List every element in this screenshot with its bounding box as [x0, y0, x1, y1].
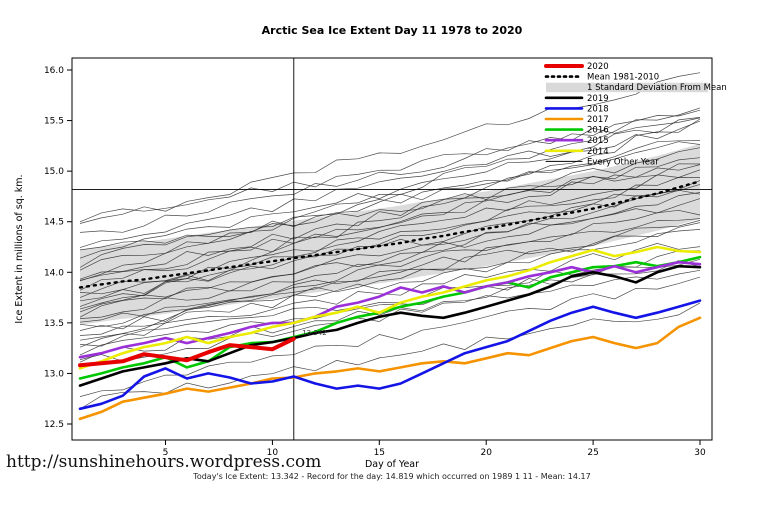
legend-swatch-band — [546, 82, 708, 93]
y-tick-label: 12.5 — [44, 420, 64, 430]
source-url[interactable]: http://sunshinehours.wordpress.com — [6, 452, 322, 472]
background-year-line — [79, 141, 701, 268]
background-year-line — [79, 180, 701, 302]
background-year-line — [79, 229, 701, 336]
background-year-line — [79, 222, 701, 331]
background-year-line — [79, 169, 701, 295]
legend — [544, 64, 708, 162]
legend-label: 1 Standard Deviation From Mean — [587, 83, 727, 93]
x-tick-label: 20 — [480, 448, 492, 458]
x-tick-label: 10 — [267, 448, 279, 458]
background-year-line — [79, 209, 701, 319]
background-year-line — [79, 118, 701, 310]
x-tick-label: 15 — [374, 448, 385, 458]
series-2016 — [78, 255, 702, 380]
y-tick-label: 14.0 — [44, 268, 64, 278]
background-year-line — [79, 184, 701, 348]
series-2014 — [78, 245, 702, 370]
x-tick-label: 30 — [694, 448, 706, 458]
background-year-line — [79, 120, 701, 259]
background-year-line — [79, 198, 701, 318]
plot-box — [71, 57, 713, 441]
background-year-line — [79, 109, 701, 233]
series-2015 — [78, 260, 702, 359]
footer-caption: Today's Ice Extent: 13.342 - Record for … — [193, 472, 591, 481]
legend-label: 2016 — [587, 126, 609, 136]
background-year-line — [79, 302, 701, 410]
y-tick-label: 13.5 — [44, 319, 64, 329]
background-year-line — [79, 220, 701, 328]
x-tick-label: 25 — [587, 448, 598, 458]
background-year-line — [79, 189, 701, 307]
background-year-line — [79, 276, 701, 397]
background-year-line — [79, 107, 701, 282]
series-2018 — [78, 299, 702, 411]
plot-area — [72, 58, 712, 440]
legend-label: 2018 — [587, 104, 609, 114]
legend-label: 2020 — [587, 62, 609, 72]
today-extent-annotation: 13.342 — [302, 329, 327, 337]
legend-label: 2014 — [587, 147, 609, 157]
background-year-line — [79, 117, 701, 223]
background-year-line — [79, 147, 701, 280]
std-deviation-band — [80, 143, 700, 325]
y-axis-label: Ice Extent in millions of sq. km. — [14, 174, 25, 323]
background-year-line — [79, 163, 701, 251]
series-2017 — [78, 316, 702, 421]
y-tick-label: 15.0 — [44, 167, 64, 177]
y-tick-label: 13.0 — [44, 369, 64, 379]
legend-label: 2017 — [587, 115, 609, 125]
mean-line — [78, 180, 702, 289]
background-year-line — [79, 243, 701, 341]
legend-label: Every Other Year — [587, 157, 659, 167]
background-year-line — [79, 250, 701, 347]
legend-label: 2015 — [587, 136, 609, 146]
series-2020 — [78, 336, 296, 368]
background-year-line — [79, 140, 701, 271]
background-year-line — [79, 72, 701, 224]
background-year-line — [79, 117, 701, 248]
chart-title: Arctic Sea Ice Extent Day 11 1978 to 202… — [261, 24, 523, 37]
background-year-line — [79, 218, 701, 323]
x-axis-label: Day of Year — [365, 459, 419, 470]
x-tick-label: 5 — [163, 448, 169, 458]
y-tick-label: 15.5 — [44, 117, 64, 127]
y-tick-label: 16.0 — [44, 66, 64, 76]
legend-label: 2019 — [587, 94, 609, 104]
y-tick-label: 14.5 — [44, 218, 64, 228]
legend-label: Mean 1981-2010 — [587, 73, 659, 83]
